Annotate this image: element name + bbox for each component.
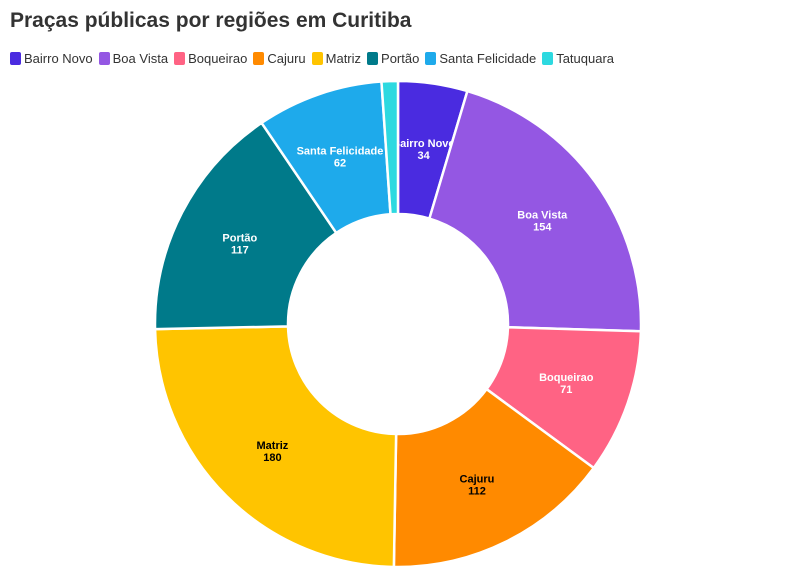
legend-swatch [367, 52, 379, 65]
slice-value-matriz: 180 [263, 452, 281, 464]
legend-item-santa-felicidade[interactable]: Santa Felicidade [425, 51, 536, 66]
legend-label: Matriz [325, 51, 362, 66]
chart-title: Praças públicas por regiões em Curitiba [10, 9, 412, 32]
slice-label-matriz: Matriz [257, 440, 289, 452]
legend-item-matriz[interactable]: Matriz [311, 51, 362, 66]
legend-swatch [174, 52, 186, 65]
legend-item-boqueirao[interactable]: Boqueirao [174, 51, 247, 66]
slice-label-cajuru: Cajuru [460, 474, 495, 486]
legend-swatch [98, 52, 110, 65]
slice-value-portao: 117 [231, 244, 249, 256]
legend-label: Boqueirao [188, 51, 248, 66]
legend-label: Boa Vista [112, 51, 169, 66]
slice-label-santa-felicidade: Santa Felicidade [297, 146, 384, 158]
legend-label: Portão [381, 51, 420, 66]
legend-label: Santa Felicidade [439, 51, 537, 66]
slice-value-boqueirao: 71 [560, 384, 572, 396]
legend-item-boa-vista[interactable]: Boa Vista [98, 51, 169, 66]
slice-value-santa-felicidade: 62 [334, 158, 346, 170]
legend-swatch [253, 52, 265, 65]
slice-value-boa-vista: 154 [533, 222, 552, 234]
slice-value-bairro-novo: 34 [418, 150, 431, 162]
slice-value-cajuru: 112 [468, 486, 486, 498]
legend-item-bairro-novo[interactable]: Bairro Novo [10, 51, 93, 66]
slice-label-portao: Portão [222, 232, 257, 244]
slice-label-bairro-novo: Bairro Novo [392, 138, 455, 150]
legend-item-portao[interactable]: Portão [367, 51, 419, 66]
slice-label-boqueirao: Boqueirao [539, 372, 594, 384]
legend-swatch [311, 52, 323, 65]
legend-item-cajuru[interactable]: Cajuru [253, 51, 306, 66]
legend-label: Cajuru [267, 51, 306, 66]
legend-label: Bairro Novo [24, 51, 93, 66]
legend-swatch [542, 52, 554, 65]
slice-tatuquara[interactable] [380, 79, 400, 216]
legend-label: Tatuquara [556, 51, 615, 66]
legend-item-tatuquara[interactable]: Tatuquara [542, 51, 614, 66]
slice-boa-vista[interactable] [428, 89, 643, 333]
slice-cajuru[interactable] [392, 387, 595, 569]
legend-swatch [425, 52, 437, 65]
chart-legend: Bairro Novo Boa Vista Boqueirao Cajuru Matri… [10, 51, 620, 66]
legend-swatch [10, 52, 21, 65]
slice-matriz[interactable] [153, 325, 398, 569]
slice-portao[interactable] [153, 121, 338, 331]
slice-label-boa-vista: Boa Vista [517, 210, 568, 222]
